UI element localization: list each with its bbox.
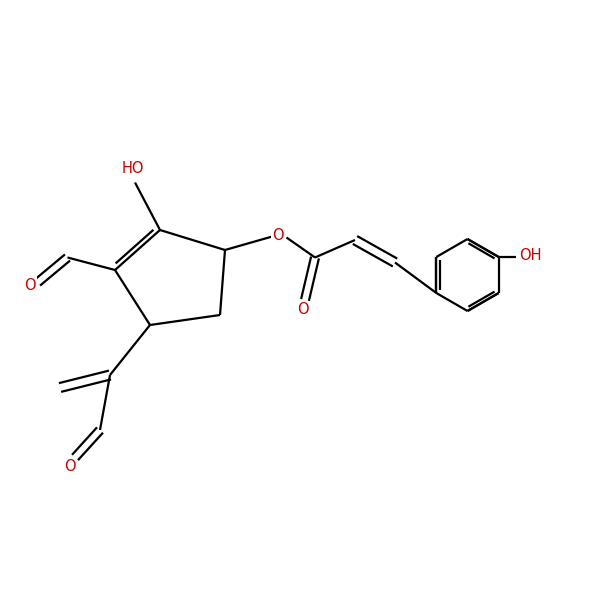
Text: O: O [64,459,76,474]
Text: HO: HO [121,161,144,176]
Text: O: O [296,302,308,317]
Text: O: O [24,277,36,292]
Text: O: O [272,227,283,242]
Text: OH: OH [519,248,541,263]
